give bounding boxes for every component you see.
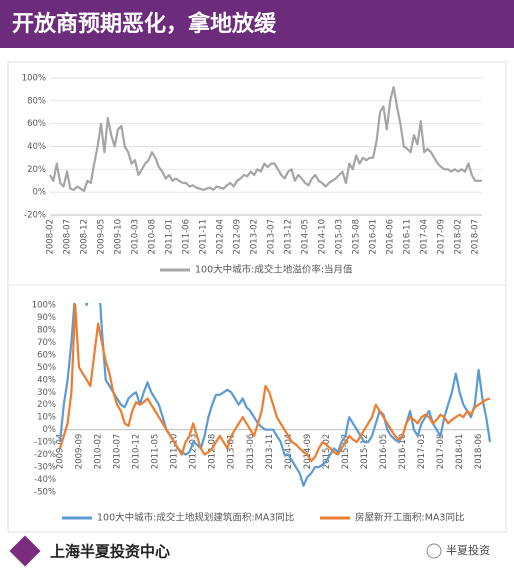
- footer-right: 半夏投资: [446, 543, 490, 557]
- y-tick-label: 0%: [43, 425, 57, 435]
- x-tick-label: 2013-06: [246, 434, 256, 470]
- x-tick-label: 2009-04: [56, 434, 66, 470]
- legend-label: 房屋新开工面积:MA3同比: [355, 512, 464, 524]
- y-tick-label: 20%: [37, 400, 56, 410]
- y-tick-label: 30%: [37, 388, 56, 398]
- y-tick-label: -40%: [34, 475, 56, 485]
- y-tick-label: 10%: [37, 413, 56, 423]
- y-tick-label: 40%: [27, 142, 46, 152]
- y-tick-label: 40%: [37, 375, 56, 385]
- x-tick-label: 2010-02: [94, 434, 104, 470]
- y-tick-label: 60%: [27, 119, 46, 129]
- x-tick-label: 2014-04: [284, 434, 294, 470]
- x-tick-label: 2015-08: [352, 219, 362, 255]
- slide-title: 开放商预期恶化，拿地放缓: [12, 11, 277, 37]
- x-tick-label: 2016-05: [379, 434, 389, 470]
- x-tick-label: 2009-09: [75, 434, 85, 470]
- chart-frame: [7, 61, 507, 533]
- x-tick-label: 2010-03: [131, 219, 141, 255]
- y-tick-label: -20%: [24, 211, 46, 221]
- x-tick-label: 2013-12: [284, 219, 294, 255]
- x-tick-label: 2016-10: [398, 434, 408, 470]
- x-tick-label: 2013-11: [265, 434, 275, 470]
- y-tick-label: 80%: [27, 96, 46, 106]
- x-tick-label: 2008-02: [46, 219, 56, 255]
- x-tick-label: 2012-09: [233, 219, 243, 255]
- data-line: [49, 86, 482, 193]
- x-tick-label: 2009-10: [114, 219, 124, 255]
- x-tick-label: 2010-12: [132, 434, 142, 470]
- y-tick-label: 60%: [37, 350, 56, 360]
- x-tick-label: 2012-08: [208, 434, 218, 470]
- footer-left: 上海半夏投资中心: [50, 543, 170, 561]
- y-tick-label: 0%: [33, 188, 47, 198]
- x-tick-label: 2015-03: [335, 219, 345, 255]
- x-tick-label: 2010-07: [113, 434, 123, 470]
- x-tick-label: 2014-09: [303, 434, 313, 470]
- x-tick-label: 2013-02: [250, 219, 260, 255]
- x-tick-label: 2016-11: [403, 219, 413, 255]
- y-tick-label: 50%: [37, 363, 56, 373]
- x-tick-label: 2015-02: [322, 434, 332, 470]
- x-tick-label: 2013-07: [267, 219, 277, 255]
- x-tick-label: 2012-03: [189, 434, 199, 470]
- x-tick-label: 2017-08: [436, 434, 446, 470]
- y-tick-label: 70%: [37, 338, 56, 348]
- y-tick-label: -10%: [34, 438, 56, 448]
- y-tick-label: -50%: [34, 488, 56, 498]
- x-tick-label: 2011-06: [182, 219, 192, 255]
- x-tick-label: 2013-01: [227, 434, 237, 470]
- x-tick-label: 2012-04: [216, 219, 226, 255]
- x-tick-label: 2011-10: [170, 434, 180, 470]
- y-tick-label: 90%: [37, 313, 56, 323]
- legend-label: 100大中城市:成交土地规划建筑面积:MA3同比: [97, 512, 294, 524]
- y-tick-label: 100%: [22, 74, 46, 84]
- x-tick-label: 2016-06: [386, 219, 396, 255]
- x-tick-label: 2016-01: [369, 219, 379, 255]
- x-tick-label: 2011-11: [199, 219, 209, 255]
- x-tick-label: 2010-08: [148, 219, 158, 255]
- x-tick-label: 2018-01: [455, 434, 465, 470]
- x-tick-label: 2018-06: [474, 434, 484, 470]
- x-tick-label: 2011-05: [151, 434, 161, 470]
- y-tick-label: 100%: [32, 301, 56, 311]
- data-line: [58, 303, 492, 487]
- x-tick-label: 2017-09: [437, 219, 447, 255]
- header-bar: [0, 0, 514, 48]
- x-tick-label: 2015-12: [360, 434, 370, 470]
- x-tick-label: 2009-05: [97, 219, 107, 255]
- x-tick-label: 2014-10: [318, 219, 328, 255]
- legend-label: 100大中城市:成交土地溢价率:当月值: [195, 264, 353, 276]
- x-tick-label: 2018-07: [471, 219, 481, 255]
- wechat-icon: [426, 543, 442, 559]
- y-tick-label: 20%: [27, 165, 46, 175]
- data-line: [58, 303, 491, 462]
- y-tick-label: -30%: [34, 463, 56, 473]
- x-tick-label: 2008-12: [80, 219, 90, 255]
- y-tick-label: -20%: [34, 450, 56, 460]
- x-tick-label: 2014-05: [301, 219, 311, 255]
- x-tick-label: 2008-07: [63, 219, 73, 255]
- x-tick-label: 2017-04: [420, 219, 430, 255]
- plot-area: [49, 86, 482, 193]
- x-tick-label: 2011-01: [165, 219, 175, 255]
- logo: [9, 535, 41, 567]
- x-tick-label: 2017-03: [417, 434, 427, 470]
- plot-area: [58, 303, 492, 487]
- y-tick-label: 80%: [37, 325, 56, 335]
- x-tick-label: 2018-02: [454, 219, 464, 255]
- x-tick-label: 2015-07: [341, 434, 351, 470]
